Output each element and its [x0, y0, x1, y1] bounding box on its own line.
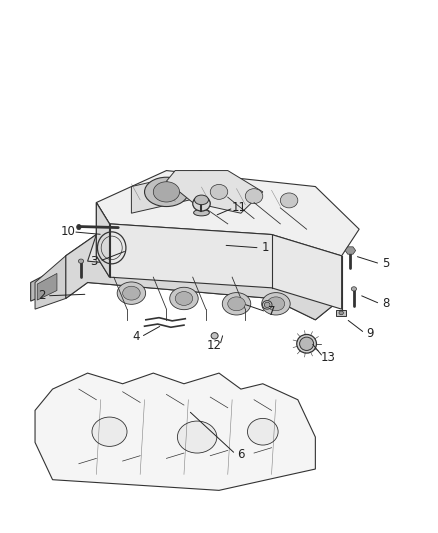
Ellipse shape	[92, 417, 127, 447]
Ellipse shape	[123, 286, 140, 300]
Text: 3: 3	[91, 255, 98, 268]
Ellipse shape	[265, 302, 270, 308]
Ellipse shape	[194, 195, 208, 205]
Ellipse shape	[267, 297, 285, 311]
Text: 10: 10	[60, 225, 75, 238]
Ellipse shape	[262, 301, 272, 309]
Text: 9: 9	[366, 327, 374, 340]
Ellipse shape	[348, 248, 353, 253]
Ellipse shape	[247, 418, 278, 445]
Ellipse shape	[280, 193, 298, 208]
Ellipse shape	[211, 333, 218, 339]
Polygon shape	[31, 266, 61, 301]
Ellipse shape	[222, 293, 251, 315]
Ellipse shape	[194, 209, 209, 216]
Ellipse shape	[261, 293, 290, 315]
Ellipse shape	[228, 297, 245, 311]
Polygon shape	[345, 247, 356, 254]
Ellipse shape	[175, 292, 193, 305]
Polygon shape	[96, 203, 342, 309]
Text: 8: 8	[382, 297, 389, 310]
Text: 7: 7	[268, 305, 276, 318]
Polygon shape	[35, 256, 66, 309]
Ellipse shape	[117, 282, 145, 304]
Text: 11: 11	[231, 201, 246, 214]
Ellipse shape	[153, 182, 180, 202]
Text: 2: 2	[38, 289, 46, 302]
Ellipse shape	[78, 259, 84, 263]
Polygon shape	[96, 203, 110, 277]
Polygon shape	[166, 171, 263, 213]
Ellipse shape	[177, 421, 217, 453]
Polygon shape	[96, 171, 359, 256]
Text: 13: 13	[321, 351, 336, 364]
Text: 4: 4	[132, 330, 140, 343]
Ellipse shape	[145, 177, 188, 207]
Ellipse shape	[170, 287, 198, 310]
Polygon shape	[131, 171, 201, 213]
Ellipse shape	[77, 224, 81, 230]
Ellipse shape	[297, 335, 316, 353]
Text: 5: 5	[382, 257, 389, 270]
Text: 6: 6	[237, 448, 245, 461]
Text: 12: 12	[207, 339, 222, 352]
Text: 1: 1	[261, 241, 269, 254]
Polygon shape	[37, 273, 57, 300]
Ellipse shape	[339, 311, 343, 314]
Ellipse shape	[351, 287, 357, 291]
Ellipse shape	[193, 196, 210, 211]
Polygon shape	[66, 235, 342, 320]
Ellipse shape	[245, 189, 263, 204]
Ellipse shape	[210, 184, 228, 199]
Ellipse shape	[300, 337, 314, 351]
Polygon shape	[35, 373, 315, 490]
Polygon shape	[66, 235, 342, 320]
Polygon shape	[336, 310, 346, 316]
